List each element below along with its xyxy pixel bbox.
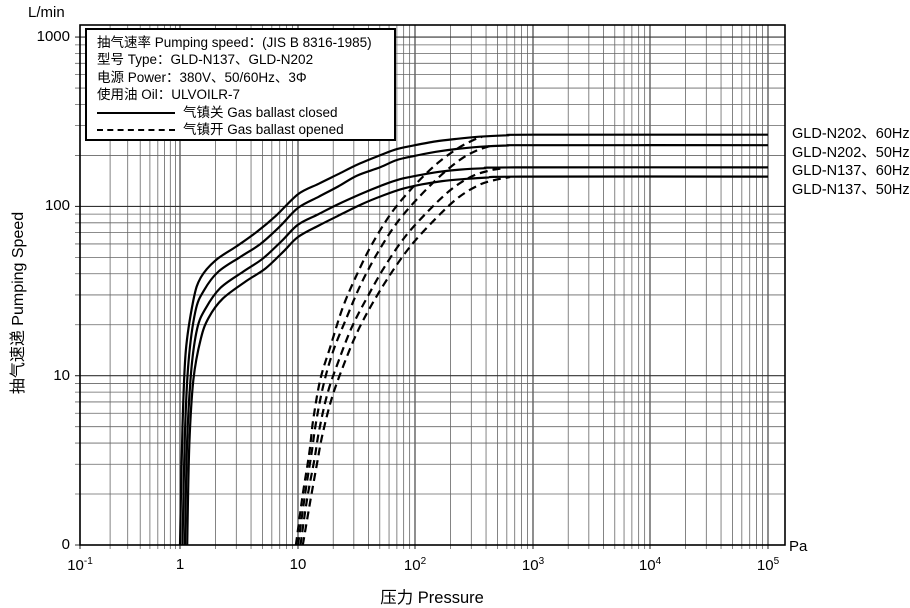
legend-info-line: 电源 Power：380V、50/60Hz、3Φ bbox=[97, 69, 307, 85]
plot-frame bbox=[79, 24, 786, 546]
y-tick-label: 0 bbox=[61, 536, 70, 553]
y-tick-label: 10 bbox=[53, 366, 70, 384]
curve-label-gld-n202-60hz: GLD-N202、60Hz bbox=[792, 126, 910, 142]
x-axis-title: 压力 Pressure bbox=[380, 589, 484, 607]
legend-entry-closed: 气镇关 Gas ballast closed bbox=[97, 104, 394, 121]
legend-info-line: 使用油 Oil：ULVOILR-7 bbox=[97, 87, 241, 103]
y-tick-label: 100 bbox=[44, 197, 70, 215]
solid-line-sample bbox=[97, 112, 175, 115]
legend-entry-opened: 气镇开 Gas ballast opened bbox=[97, 121, 394, 138]
x-tick-label: 105 bbox=[756, 556, 780, 574]
x-tick-label: 102 bbox=[403, 556, 427, 574]
y-axis-tick-labels: 1000 100 10 0 bbox=[0, 0, 72, 608]
curve-gld-n137-50hz-opened bbox=[301, 176, 511, 546]
y-axis-unit: L/min bbox=[28, 4, 65, 21]
y-tick-label: 1000 bbox=[36, 28, 70, 46]
curve-gld-n137-50hz-closed bbox=[186, 175, 769, 546]
legend-entry-label: 气镇开 Gas ballast opened bbox=[183, 122, 344, 138]
legend-info-line: 型号 Type：GLD-N137、GLD-N202 bbox=[97, 52, 314, 68]
curve-label-gld-n137-60hz: GLD-N137、60Hz bbox=[792, 163, 910, 179]
curve-label-gld-n137-50hz: GLD-N137、50Hz bbox=[792, 181, 910, 198]
curve-gld-n202-60hz-closed bbox=[178, 133, 768, 546]
x-tick-label: 104 bbox=[638, 556, 662, 574]
x-tick-label: 1 bbox=[175, 556, 185, 573]
legend-entry-label: 气镇关 Gas ballast closed bbox=[183, 104, 338, 120]
y-axis-title: 抽气速递 Pumping Speed bbox=[10, 211, 27, 395]
curve-gld-n137-60hz-closed bbox=[183, 166, 769, 546]
dashed-line-sample bbox=[97, 129, 175, 132]
curve-gld-n202-50hz-closed bbox=[181, 144, 769, 546]
legend-info-line: 抽气速率 Pumping speed：(JIS B 8316-1985) bbox=[97, 35, 372, 50]
curve-gld-n137-60hz-opened bbox=[299, 167, 504, 546]
curve-label-gld-n202-50hz: GLD-N202、50Hz bbox=[792, 144, 910, 161]
x-tick-label: 10 bbox=[289, 556, 307, 573]
x-tick-label: 103 bbox=[521, 556, 545, 574]
curve-gld-n202-60hz-opened bbox=[294, 135, 483, 546]
legend-box: 抽气速率 Pumping speed：(JIS B 8316-1985) 型号 … bbox=[85, 28, 396, 141]
x-tick-label: 10-1 bbox=[67, 556, 93, 574]
x-axis-unit: Pa bbox=[789, 538, 808, 555]
